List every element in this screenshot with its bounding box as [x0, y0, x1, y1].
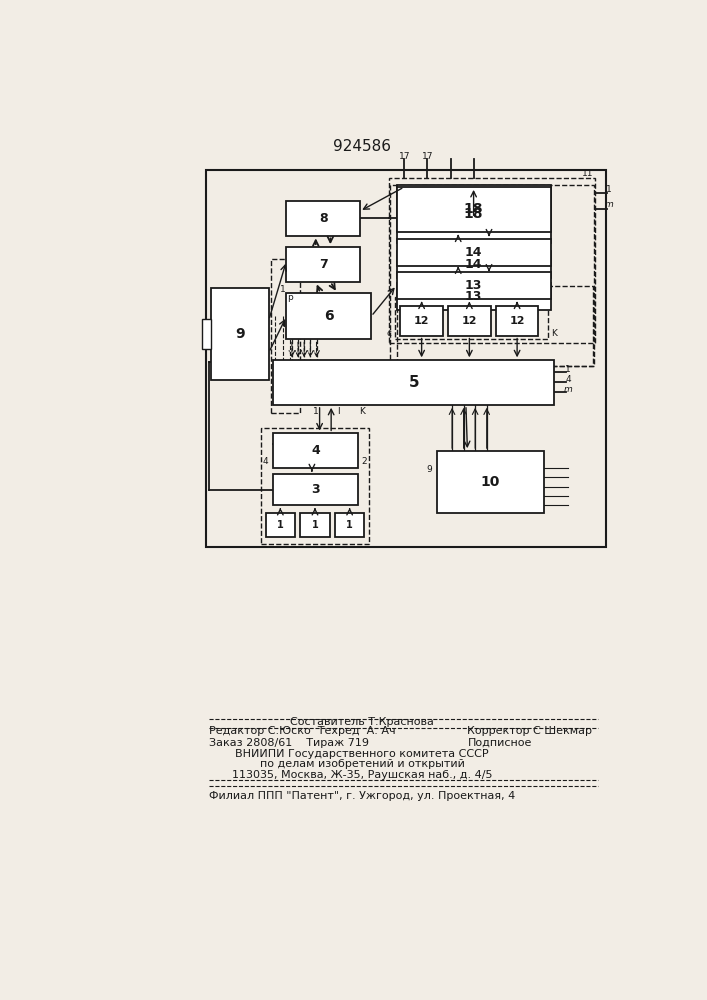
Text: Составитель Т.Краснова: Составитель Т.Краснова: [290, 717, 434, 727]
Text: 12: 12: [414, 316, 429, 326]
Text: 2: 2: [361, 457, 367, 466]
Bar: [397, 239, 551, 266]
Text: 1: 1: [277, 520, 284, 530]
Bar: [397, 283, 551, 310]
Bar: [400, 306, 443, 336]
Bar: [286, 247, 360, 282]
Bar: [395, 297, 547, 339]
Text: 6: 6: [324, 309, 334, 323]
Text: 1: 1: [346, 520, 353, 530]
Bar: [335, 513, 364, 537]
Bar: [271, 259, 300, 413]
Text: Подписное: Подписное: [467, 738, 532, 748]
Text: 9: 9: [235, 327, 245, 341]
Text: 10: 10: [481, 475, 501, 489]
Text: K: K: [551, 329, 556, 338]
Bar: [397, 251, 551, 278]
Text: 14: 14: [465, 246, 482, 259]
Bar: [389, 178, 595, 343]
Bar: [437, 451, 544, 513]
Bar: [266, 513, 295, 537]
Bar: [206, 170, 606, 547]
Text: 9: 9: [426, 465, 432, 474]
Bar: [390, 185, 595, 366]
Text: 17: 17: [399, 152, 410, 161]
Text: 18: 18: [464, 202, 484, 216]
Bar: [211, 288, 269, 380]
Text: 4: 4: [566, 375, 571, 384]
Bar: [397, 187, 551, 232]
Bar: [397, 286, 593, 366]
Text: 4: 4: [263, 457, 269, 466]
Text: 1: 1: [313, 407, 319, 416]
Bar: [261, 428, 369, 544]
Bar: [274, 474, 358, 505]
Text: 1: 1: [566, 365, 571, 374]
Bar: [286, 201, 360, 235]
Text: Филиал ППП "Патент", г. Ужгород, ул. Проектная, 4: Филиал ППП "Патент", г. Ужгород, ул. Про…: [209, 791, 515, 801]
Text: 8: 8: [319, 212, 327, 225]
Text: 13: 13: [465, 279, 482, 292]
Bar: [201, 319, 211, 349]
Text: 11: 11: [582, 169, 593, 178]
Text: 14: 14: [465, 258, 482, 271]
Bar: [448, 306, 491, 336]
Text: 1: 1: [280, 285, 286, 294]
Bar: [496, 306, 538, 336]
Bar: [397, 185, 551, 243]
Text: 924586: 924586: [333, 139, 391, 154]
Text: 4: 4: [311, 444, 320, 457]
Text: 5: 5: [409, 375, 419, 390]
Bar: [397, 272, 551, 299]
Bar: [300, 513, 329, 537]
Text: K: K: [359, 407, 365, 416]
Text: l: l: [337, 407, 340, 416]
Text: c: c: [387, 329, 392, 338]
Text: 12: 12: [509, 316, 525, 326]
Text: 1: 1: [312, 520, 318, 530]
Text: 7: 7: [319, 258, 327, 271]
Text: m: m: [604, 200, 614, 209]
Bar: [274, 360, 554, 405]
Bar: [286, 293, 371, 339]
Text: Корректор С Шекмар: Корректор С Шекмар: [467, 726, 592, 736]
Text: p: p: [288, 293, 293, 302]
Bar: [274, 433, 358, 468]
Text: по делам изобретений и открытий: по делам изобретений и открытий: [259, 759, 464, 769]
Text: 12: 12: [462, 316, 477, 326]
Text: Заказ 2808/61    Тираж 719: Заказ 2808/61 Тираж 719: [209, 738, 370, 748]
Text: 18: 18: [464, 207, 484, 221]
Text: m: m: [564, 385, 573, 394]
Text: 1: 1: [606, 185, 612, 194]
Text: 13: 13: [465, 290, 482, 303]
Text: 3: 3: [312, 483, 320, 496]
Text: Редактор С.Юско  Техред  А. Ач: Редактор С.Юско Техред А. Ач: [209, 726, 396, 736]
Text: 17: 17: [421, 152, 433, 161]
Text: 113035, Москва, Ж-35, Раушская наб., д. 4/5: 113035, Москва, Ж-35, Раушская наб., д. …: [232, 770, 492, 780]
Text: ВНИИПИ Государственного комитета СССР: ВНИИПИ Государственного комитета СССР: [235, 749, 489, 759]
